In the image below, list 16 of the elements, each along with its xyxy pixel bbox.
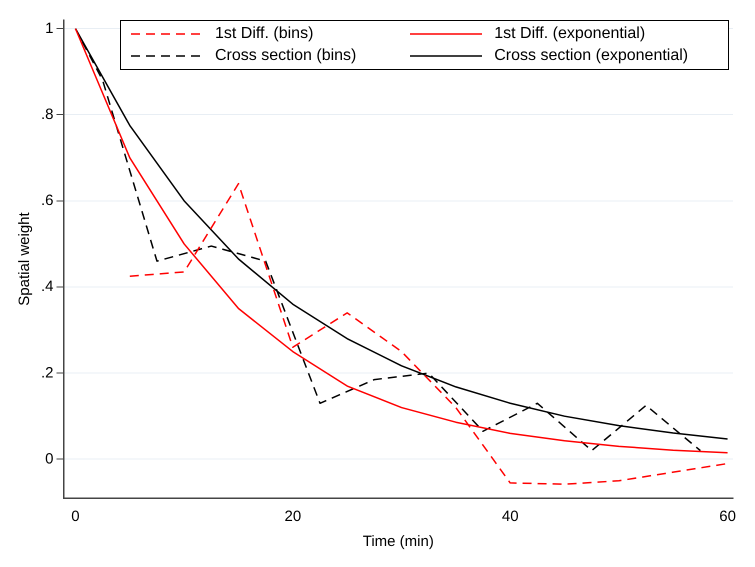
x-tick-label: 60: [719, 508, 736, 526]
y-tick-label: .6: [40, 192, 54, 210]
x-tick-label: 40: [502, 508, 519, 526]
legend-label: 1st Diff. (bins): [215, 25, 314, 43]
x-tick-label: 0: [71, 508, 80, 526]
y-tick-label: 1: [45, 20, 54, 37]
y-tick-label: .2: [40, 364, 54, 382]
legend-label: 1st Diff. (exponential): [494, 25, 646, 43]
legend-label: Cross section (bins): [215, 47, 356, 65]
y-tick-label: 0: [45, 450, 54, 468]
y-tick-label: .8: [40, 106, 54, 123]
x-tick-label: 20: [284, 508, 302, 526]
x-axis-title: Time (min): [362, 533, 434, 550]
y-axis-title: Spatial weight: [16, 211, 34, 306]
legend-label: Cross section (exponential): [494, 47, 688, 65]
y-tick-label: .4: [40, 278, 54, 296]
